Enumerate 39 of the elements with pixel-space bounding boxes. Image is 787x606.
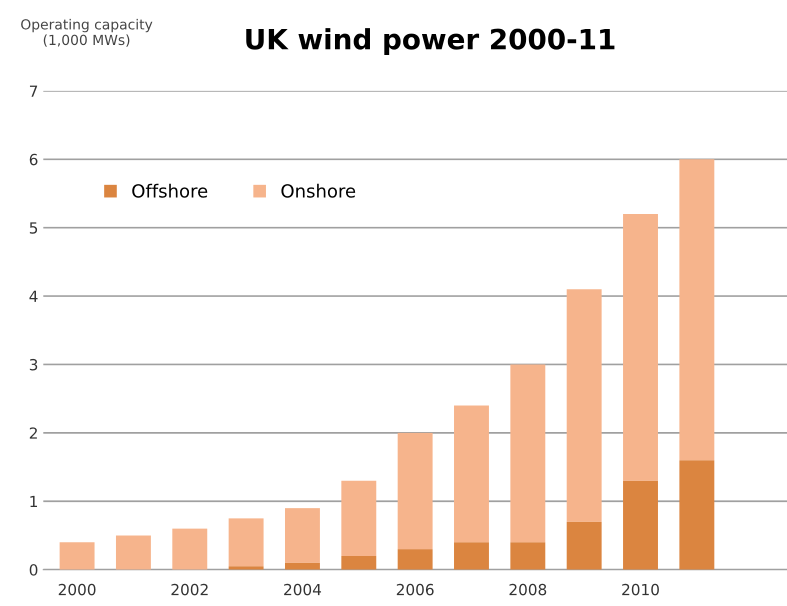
bar (341, 480, 376, 556)
bar (566, 522, 602, 570)
x-tick-label: 2006 (396, 584, 434, 596)
bar (284, 508, 320, 563)
y-tick-label: 1 (30, 496, 38, 508)
y-tick-label: 3 (30, 358, 38, 370)
bar (510, 364, 546, 542)
bar (566, 289, 602, 522)
bar (341, 556, 376, 570)
y-tick-label: 7 (30, 86, 38, 97)
bar (398, 549, 433, 570)
x-tick-label: 2000 (58, 584, 96, 596)
bar (454, 542, 489, 570)
bar (679, 159, 714, 460)
y-tick-label: 0 (30, 564, 38, 576)
bar (623, 214, 658, 481)
bar (228, 566, 264, 570)
bar (284, 562, 320, 570)
bar (679, 460, 714, 570)
bar (398, 432, 433, 550)
y-axis-title: Operating capacity (1,000 MWs) (21, 18, 152, 47)
y-tick-label: 2 (30, 427, 37, 439)
bar (228, 518, 264, 566)
bar (510, 542, 546, 570)
x-tick-label: 2010 (622, 584, 659, 596)
bar (623, 480, 658, 570)
bar (172, 528, 208, 570)
x-tick-label: 2004 (284, 584, 322, 596)
bar (116, 535, 151, 570)
x-tick-label: 2008 (510, 584, 546, 596)
bar (60, 542, 95, 570)
legend-label: Onshore (281, 184, 356, 198)
bar (454, 406, 489, 542)
y-tick-label: 5 (30, 222, 38, 234)
legend-label: Offshore (132, 184, 208, 198)
y-tick-label: 6 (30, 154, 38, 166)
chart-title: UK wind power 2000-11 (246, 28, 614, 56)
y-tick-label: 4 (29, 290, 38, 302)
x-tick-label: 2002 (171, 584, 208, 596)
